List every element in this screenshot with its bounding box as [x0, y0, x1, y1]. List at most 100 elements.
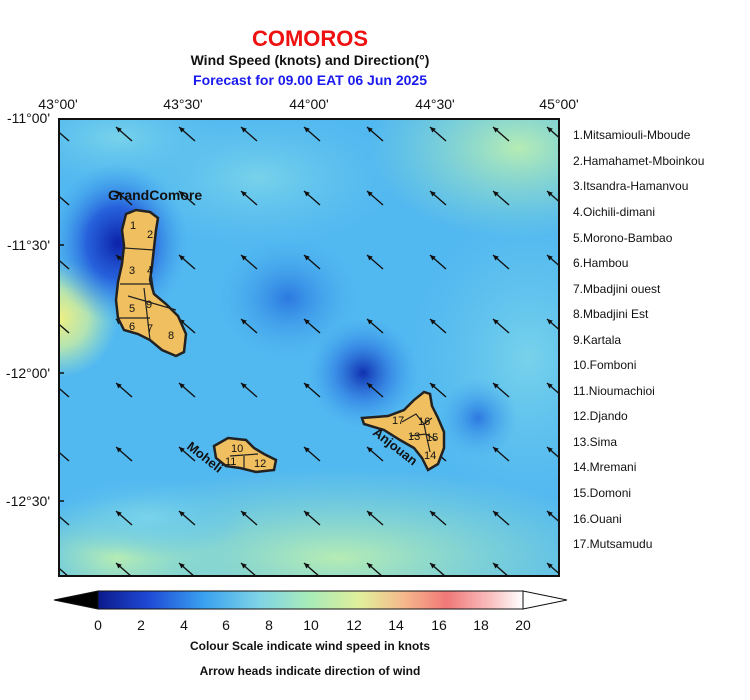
wind-arrow-head: [179, 447, 185, 453]
wind-arrow-head: [179, 127, 185, 133]
lat-label-12-00: -12°00': [5, 365, 50, 381]
wind-arrow-head: [493, 127, 499, 133]
district-legend-5: 5.Morono-Bambao: [573, 231, 673, 245]
district-marker-2: 2: [147, 229, 153, 241]
district-marker-4: 4: [147, 265, 153, 277]
map-title: COMOROS: [251, 26, 369, 51]
lat-label-11-30: -11°30': [6, 237, 50, 253]
wind-arrow-head: [493, 511, 499, 517]
district-legend-15: 15.Domoni: [573, 486, 632, 500]
wind-arrow-head: [493, 383, 499, 389]
district-marker-13: 13: [408, 431, 420, 443]
colorbar-tick-20: 20: [515, 617, 531, 633]
wind-arrow-head: [547, 255, 553, 261]
wind-arrow-shaft: [58, 258, 70, 270]
wind-arrow-head: [116, 255, 122, 261]
wind-arrow-head: [547, 563, 553, 569]
colorbar-tick-6: 6: [222, 617, 230, 633]
district-marker-12: 12: [254, 458, 266, 470]
wind-arrow-head: [179, 563, 185, 569]
district-legend-3: 3.Itsandra-Hamanvou: [573, 179, 689, 193]
wind-arrow-head: [241, 191, 247, 197]
district-legend-13: 13.Sima: [573, 435, 618, 449]
lon-label-43-30: 43°30': [163, 96, 203, 112]
wind-arrow-head: [430, 319, 436, 325]
wind-arrow-head: [116, 191, 122, 197]
district-marker-10: 10: [231, 443, 243, 455]
wind-speed-map: 1 2 3 4 5 6 7 8 9 10 11 12 13 14 15 16 1…: [58, 118, 560, 577]
wind-arrow-head: [547, 319, 553, 325]
wind-arrow-shaft: [58, 514, 70, 526]
wind-arrow-head: [547, 191, 553, 197]
colorbar-gradient: [97, 590, 524, 610]
wind-arrow-head: [547, 383, 553, 389]
district-marker-11: 11: [225, 456, 236, 468]
wind-arrow-shaft: [58, 566, 70, 577]
wind-arrow-head: [116, 563, 122, 569]
wind-arrow-head: [241, 319, 247, 325]
district-legend-1: 1.Mitsamiouli-Mboude: [573, 128, 691, 142]
colorbar-under-triangle: [53, 590, 99, 610]
wind-arrow-head: [116, 511, 122, 517]
lon-label-43-00: 43°00': [38, 96, 78, 112]
district-marker-1: 1: [130, 220, 136, 232]
district-legend-10: 10.Fomboni: [573, 358, 637, 372]
wind-arrow-head: [493, 191, 499, 197]
district-legend-9: 9.Kartala: [573, 333, 622, 347]
colorbar-over-triangle: [522, 590, 568, 610]
arrow-direction-note: Arrow heads indicate direction of wind: [199, 664, 421, 678]
district-marker-7: 7: [147, 323, 153, 335]
moheli-district-borders: [229, 453, 259, 468]
district-marker-6: 6: [129, 321, 135, 333]
wind-arrow-head: [493, 447, 499, 453]
wind-arrow-head: [179, 383, 185, 389]
map-frame: [58, 118, 560, 577]
map-ticks: [58, 118, 64, 502]
wind-arrow-head: [304, 511, 310, 517]
wind-arrow-head: [304, 447, 310, 453]
wind-arrow-shaft: [58, 130, 70, 142]
wind-arrow-head: [547, 447, 553, 453]
forecast-time: Forecast for 09.00 EAT 06 Jun 2025: [193, 72, 427, 88]
wind-arrow-head: [547, 127, 553, 133]
district-marker-5: 5: [129, 303, 135, 315]
district-legend-7: 7.Mbadjini ouest: [573, 282, 661, 296]
district-number-markers: 1 2 3 4 5 6 7 8 9 10 11 12 13 14 15 16 1…: [129, 220, 438, 470]
district-legend-14: 14.Mremani: [573, 460, 637, 474]
wind-arrow-head: [304, 127, 310, 133]
map-subtitle: Wind Speed (knots) and Direction(°): [190, 52, 430, 68]
district-marker-16: 16: [418, 416, 430, 428]
colorbar-tick-0: 0: [94, 617, 102, 633]
wind-arrow-shaft: [58, 194, 70, 206]
district-marker-17: 17: [392, 415, 404, 427]
colorbar-tick-18: 18: [473, 617, 489, 633]
lat-label-11-00: -11°00': [6, 110, 50, 126]
wind-arrow-head: [179, 255, 185, 261]
wind-arrow-head: [493, 319, 499, 325]
wind-arrow-head: [304, 255, 310, 261]
district-marker-3: 3: [129, 265, 135, 277]
wind-arrow-head: [430, 191, 436, 197]
wind-arrow-head: [241, 511, 247, 517]
wind-arrow-head: [179, 191, 185, 197]
colorbar-tick-8: 8: [265, 617, 273, 633]
wind-arrow-head: [241, 127, 247, 133]
colorbar-tick-2: 2: [137, 617, 145, 633]
wind-speed-colorbar: [53, 590, 568, 610]
colour-scale-note: Colour Scale indicate wind speed in knot…: [189, 639, 431, 653]
district-legend-12: 12.Djando: [573, 409, 628, 423]
wind-arrow-head: [430, 383, 436, 389]
district-legend-17: 17.Mutsamudu: [573, 537, 653, 551]
wind-arrow-head: [430, 255, 436, 261]
wind-arrow-head: [241, 255, 247, 261]
wind-arrow-head: [493, 563, 499, 569]
wind-arrow-head: [367, 447, 373, 453]
wind-arrow-head: [116, 447, 122, 453]
lon-label-45-00: 45°00': [539, 96, 579, 112]
wind-arrow-head: [367, 255, 373, 261]
colorbar-tick-16: 16: [431, 617, 447, 633]
lon-label-44-00: 44°00': [289, 96, 329, 112]
wind-arrow-head: [367, 511, 373, 517]
wind-arrow-head: [430, 127, 436, 133]
wind-arrow-head: [367, 319, 373, 325]
